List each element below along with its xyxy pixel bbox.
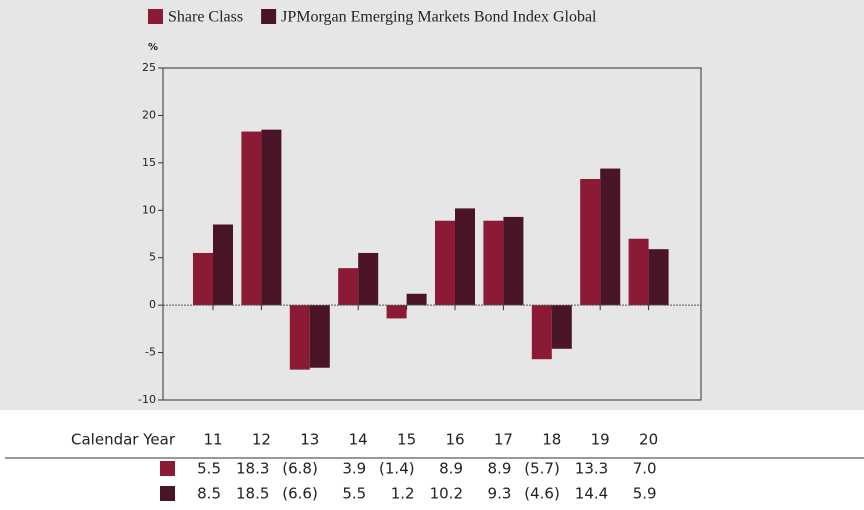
bar <box>648 249 669 306</box>
x-tick-label: 14 <box>349 431 368 449</box>
table-value: (4.6) <box>524 485 560 503</box>
bar <box>289 305 310 370</box>
bar <box>406 293 427 306</box>
y-tick-label: 0 <box>149 298 156 311</box>
legend-label: Share Class <box>168 9 243 26</box>
x-tick-label: 20 <box>639 431 658 449</box>
table-value: (6.8) <box>282 460 318 478</box>
bar <box>358 252 379 306</box>
bar <box>213 224 233 306</box>
bar <box>483 220 504 306</box>
bar <box>261 129 282 306</box>
x-tick-label: 11 <box>203 431 222 449</box>
y-tick-label: 5 <box>149 251 156 264</box>
table-value: (5.7) <box>524 460 560 478</box>
table-value: 13.3 <box>575 460 608 478</box>
table-value: 5.5 <box>197 460 221 478</box>
bar <box>628 238 649 306</box>
table-header: Calendar Year <box>71 431 176 449</box>
y-tick-label: 10 <box>142 203 156 216</box>
table-value: 9.3 <box>488 485 512 503</box>
x-tick-label: 19 <box>591 431 610 449</box>
x-tick-label: 15 <box>397 431 416 449</box>
bar <box>503 216 524 306</box>
table-value: 5.9 <box>633 485 657 503</box>
table-value: 18.3 <box>236 460 269 478</box>
table-value: 18.5 <box>236 485 269 503</box>
bar <box>455 208 475 306</box>
y-tick-label: 25 <box>142 61 156 74</box>
plot-frame <box>162 67 702 401</box>
table-value: 14.4 <box>575 485 608 503</box>
table-value: 5.5 <box>342 485 366 503</box>
table-value: 8.5 <box>197 485 221 503</box>
bar <box>435 220 455 306</box>
y-axis-label: % <box>148 42 158 53</box>
bar <box>551 305 572 349</box>
y-tick-label: 20 <box>142 108 156 121</box>
table-swatch <box>160 461 175 476</box>
table-value: 10.2 <box>430 485 463 503</box>
x-tick-label: 18 <box>542 431 561 449</box>
bar <box>241 131 262 306</box>
bar <box>600 168 621 306</box>
chart-background <box>0 0 864 410</box>
table-value: 8.9 <box>488 460 512 478</box>
x-tick-label: 16 <box>445 431 464 449</box>
x-tick-label: 17 <box>494 431 513 449</box>
table-swatch <box>160 486 175 501</box>
y-tick-label: 15 <box>142 156 156 169</box>
x-tick-label: 12 <box>252 431 271 449</box>
bar <box>338 268 359 306</box>
x-tick-label: 13 <box>300 431 319 449</box>
y-tick-label: -10 <box>138 393 156 406</box>
bar <box>193 252 213 306</box>
bar <box>531 305 552 360</box>
legend-swatch <box>148 9 163 24</box>
table-value: 1.2 <box>391 485 415 503</box>
bar <box>580 178 601 306</box>
legend-swatch <box>261 9 277 24</box>
table-value: (1.4) <box>379 460 415 478</box>
table-value: (6.6) <box>282 485 318 503</box>
y-tick-label: -5 <box>145 346 156 359</box>
table-value: 8.9 <box>439 460 463 478</box>
table-value: 3.9 <box>342 460 366 478</box>
legend-label: JPMorgan Emerging Markets Bond Index Glo… <box>281 9 597 26</box>
table-value: 7.0 <box>633 460 657 478</box>
bar <box>309 305 330 368</box>
bar <box>386 305 407 319</box>
